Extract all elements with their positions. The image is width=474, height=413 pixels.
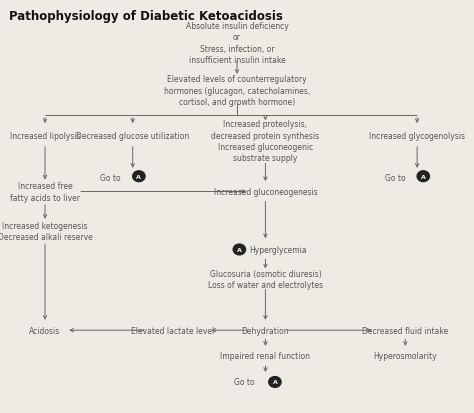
Text: A: A [273,380,277,385]
Circle shape [233,244,246,255]
Text: Decreased glucose utilization: Decreased glucose utilization [76,132,189,141]
Text: Impaired renal function: Impaired renal function [220,351,310,361]
Circle shape [417,171,429,182]
Circle shape [133,171,145,182]
Text: Increased free
fatty acids to liver: Increased free fatty acids to liver [10,182,80,202]
Text: Go to: Go to [234,377,255,387]
Text: Increased proteolysis,
decreased protein synthesis
Increased gluconeogenic
subst: Increased proteolysis, decreased protein… [211,120,319,162]
Text: A: A [237,247,242,252]
Text: Increased ketogenesis
Decreased alkali reserve: Increased ketogenesis Decreased alkali r… [0,221,92,241]
Text: Glucosuria (osmotic diuresis)
Loss of water and electrolytes: Glucosuria (osmotic diuresis) Loss of wa… [208,270,323,290]
Text: Increased glycogenolysis: Increased glycogenolysis [369,132,465,141]
Text: Go to: Go to [100,173,121,182]
Text: Pathophysiology of Diabetic Ketoacidosis: Pathophysiology of Diabetic Ketoacidosis [9,10,283,23]
Circle shape [269,377,281,387]
Text: Increased gluconeogenesis: Increased gluconeogenesis [214,188,317,197]
Text: Elevated levels of counterregulatory
hormones (glucagon, catecholamines,
cortiso: Elevated levels of counterregulatory hor… [164,75,310,107]
Text: Increased lipolysis: Increased lipolysis [10,132,80,141]
Text: Hyperosmolarity: Hyperosmolarity [374,351,437,361]
Text: Elevated lactate level: Elevated lactate level [131,326,215,335]
Text: Dehydration: Dehydration [242,326,289,335]
Text: A: A [421,174,426,179]
Text: Hyperglycemia: Hyperglycemia [249,245,307,254]
Text: Decreased fluid intake: Decreased fluid intake [362,326,448,335]
Text: Absolute insulin deficiency
or
Stress, infection, or
insufficient insulin intake: Absolute insulin deficiency or Stress, i… [186,22,288,64]
Text: A: A [137,174,141,179]
Text: Go to: Go to [384,173,405,182]
Text: Acidosis: Acidosis [29,326,61,335]
